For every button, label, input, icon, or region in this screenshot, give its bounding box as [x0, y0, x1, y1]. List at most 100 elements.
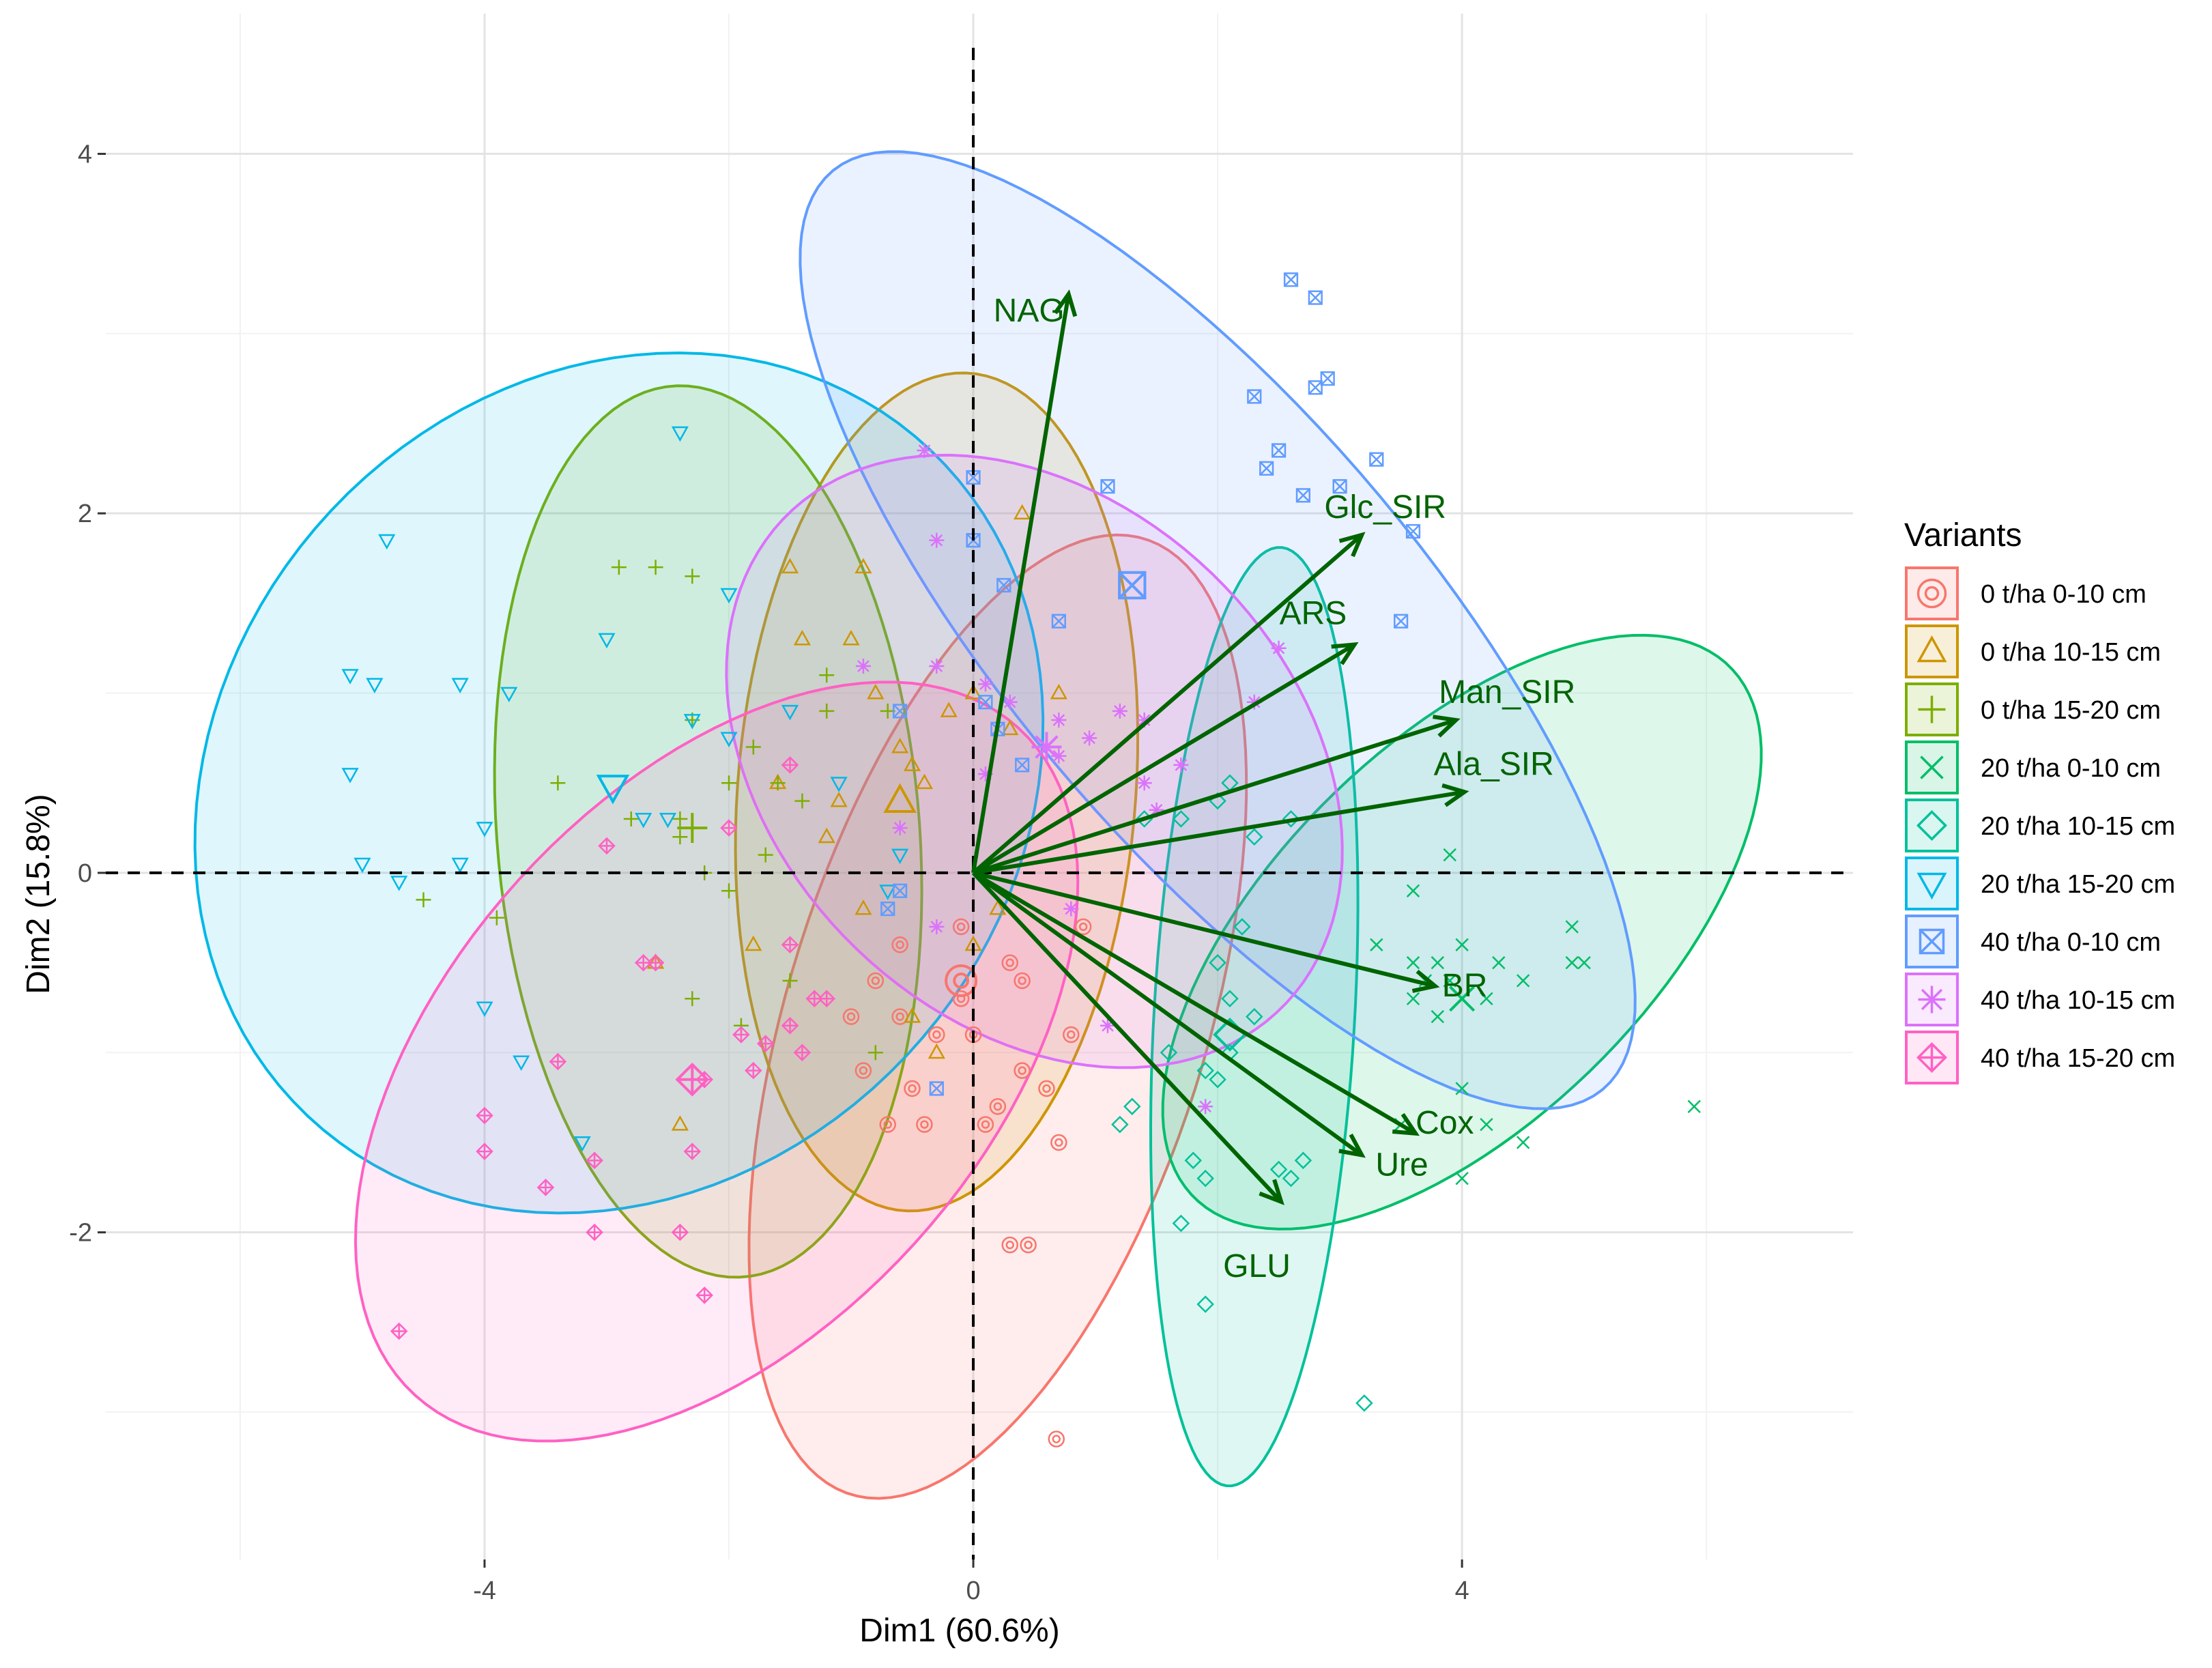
- data-point: [1294, 1151, 1312, 1170]
- data-point: [646, 953, 665, 972]
- data-point: [683, 1142, 702, 1160]
- legend-item: 40 t/ha 15-20 cm: [1905, 1031, 2175, 1084]
- data-point: [1014, 972, 1031, 990]
- data-point: [892, 820, 908, 836]
- data-point: [1051, 748, 1067, 764]
- legend-label: 20 t/ha 0-10 cm: [1981, 754, 2161, 783]
- arrow-Man_SIR: [973, 718, 1457, 875]
- data-point: [451, 678, 469, 693]
- data-point: [354, 857, 371, 874]
- data-point: [1282, 810, 1300, 828]
- data-point: [928, 1026, 945, 1044]
- data-point: [1173, 757, 1189, 773]
- data-point: [1112, 703, 1127, 719]
- arrowhead-Man_SIR: [1433, 715, 1461, 738]
- legend-symbol: [1916, 1042, 1947, 1073]
- data-point: [880, 901, 895, 917]
- data-point: [1246, 1007, 1263, 1026]
- legend-symbol: [1920, 756, 1944, 779]
- variable-label-Ure: Ure: [1375, 1147, 1428, 1183]
- data-point: [1271, 640, 1287, 656]
- legend-item: 0 t/ha 15-20 cm: [1905, 682, 2161, 736]
- data-point: [1370, 938, 1383, 951]
- data-point: [549, 1052, 567, 1071]
- y-axis-title: Dim2 (15.8%): [20, 794, 57, 994]
- legend-items: 0 t/ha 0-10 cm 0 t/ha 10-15 cm 0 t/ha 15-2…: [1905, 566, 2175, 1084]
- data-point: [1014, 1062, 1031, 1079]
- confidence-ellipses: [193, 150, 1763, 1500]
- data-point: [1051, 614, 1066, 629]
- data-point: [366, 678, 384, 693]
- data-point: [1406, 884, 1420, 897]
- data-point: [489, 910, 504, 925]
- data-point: [745, 739, 761, 755]
- legend-symbol: [1919, 928, 1945, 955]
- arrowhead-Cox: [1392, 1112, 1420, 1136]
- data-point: [854, 1062, 872, 1079]
- arrow-ARS: [972, 642, 1356, 875]
- legend-key: [1905, 1031, 1959, 1084]
- data-point: [996, 577, 1011, 593]
- legend-label: 40 t/ha 10-15 cm: [1981, 986, 2175, 1015]
- data-point: [476, 822, 493, 837]
- data-point: [1308, 290, 1323, 305]
- data-point: [989, 900, 1007, 915]
- centroid-point: [1118, 571, 1147, 600]
- data-point: [672, 811, 688, 826]
- legend-item: 40 t/ha 10-15 cm: [1905, 973, 2175, 1026]
- data-point: [818, 990, 835, 1008]
- legend-item: 20 t/ha 15-20 cm: [1905, 857, 2175, 910]
- data-point: [929, 659, 945, 674]
- data-point: [977, 676, 993, 692]
- data-point: [781, 1017, 799, 1035]
- data-point: [685, 991, 700, 1007]
- data-point: [1516, 1136, 1530, 1149]
- x-tick-label: -4: [473, 1577, 496, 1605]
- data-point: [390, 1322, 408, 1340]
- data-point: [1247, 389, 1262, 404]
- arrow-GLU: [971, 871, 1283, 1203]
- data-point: [550, 775, 566, 791]
- y-tick-label: 2: [78, 500, 92, 528]
- ellipse-0 t/ha 10-15 cm: [734, 371, 1140, 1213]
- variable-label-Cox: Cox: [1416, 1105, 1474, 1141]
- legend-symbol: [1916, 872, 1947, 900]
- data-point: [1406, 992, 1420, 1005]
- data-point: [1565, 955, 1579, 970]
- data-point: [1282, 1169, 1300, 1188]
- data-point: [830, 777, 848, 792]
- data-point: [1160, 1044, 1178, 1062]
- y-tick-label: -2: [69, 1219, 92, 1248]
- ellipse-20 t/ha 0-10 cm: [1161, 633, 1763, 1231]
- data-point: [1332, 479, 1347, 494]
- data-point: [1001, 1236, 1019, 1254]
- legend-label: 0 t/ha 10-15 cm: [1981, 638, 2161, 667]
- data-point: [390, 876, 408, 891]
- data-point: [891, 936, 908, 953]
- data-point: [794, 793, 810, 809]
- data-point: [1020, 1236, 1037, 1254]
- data-point: [977, 1116, 994, 1133]
- data-point: [671, 1115, 689, 1131]
- data-point: [793, 1044, 811, 1062]
- legend-item: 0 t/ha 0-10 cm: [1905, 566, 2146, 620]
- data-point: [500, 687, 518, 703]
- data-point: [476, 1106, 493, 1125]
- data-point: [1516, 974, 1530, 988]
- data-point: [623, 811, 639, 826]
- data-point: [1577, 955, 1591, 970]
- data-point: [1136, 775, 1152, 791]
- legend-label: 0 t/ha 15-20 cm: [1981, 696, 2161, 725]
- data-point: [1233, 918, 1251, 936]
- x-axis-title: Dim1 (60.6%): [859, 1613, 1059, 1649]
- arrowhead-BR: [1411, 969, 1440, 993]
- x-tick-label: 0: [966, 1577, 980, 1605]
- data-point: [341, 669, 359, 685]
- data-point: [671, 426, 689, 442]
- data-point: [758, 847, 773, 863]
- data-point: [1565, 920, 1579, 934]
- data-point: [659, 812, 677, 829]
- data-point: [893, 883, 908, 898]
- data-point: [904, 1080, 921, 1097]
